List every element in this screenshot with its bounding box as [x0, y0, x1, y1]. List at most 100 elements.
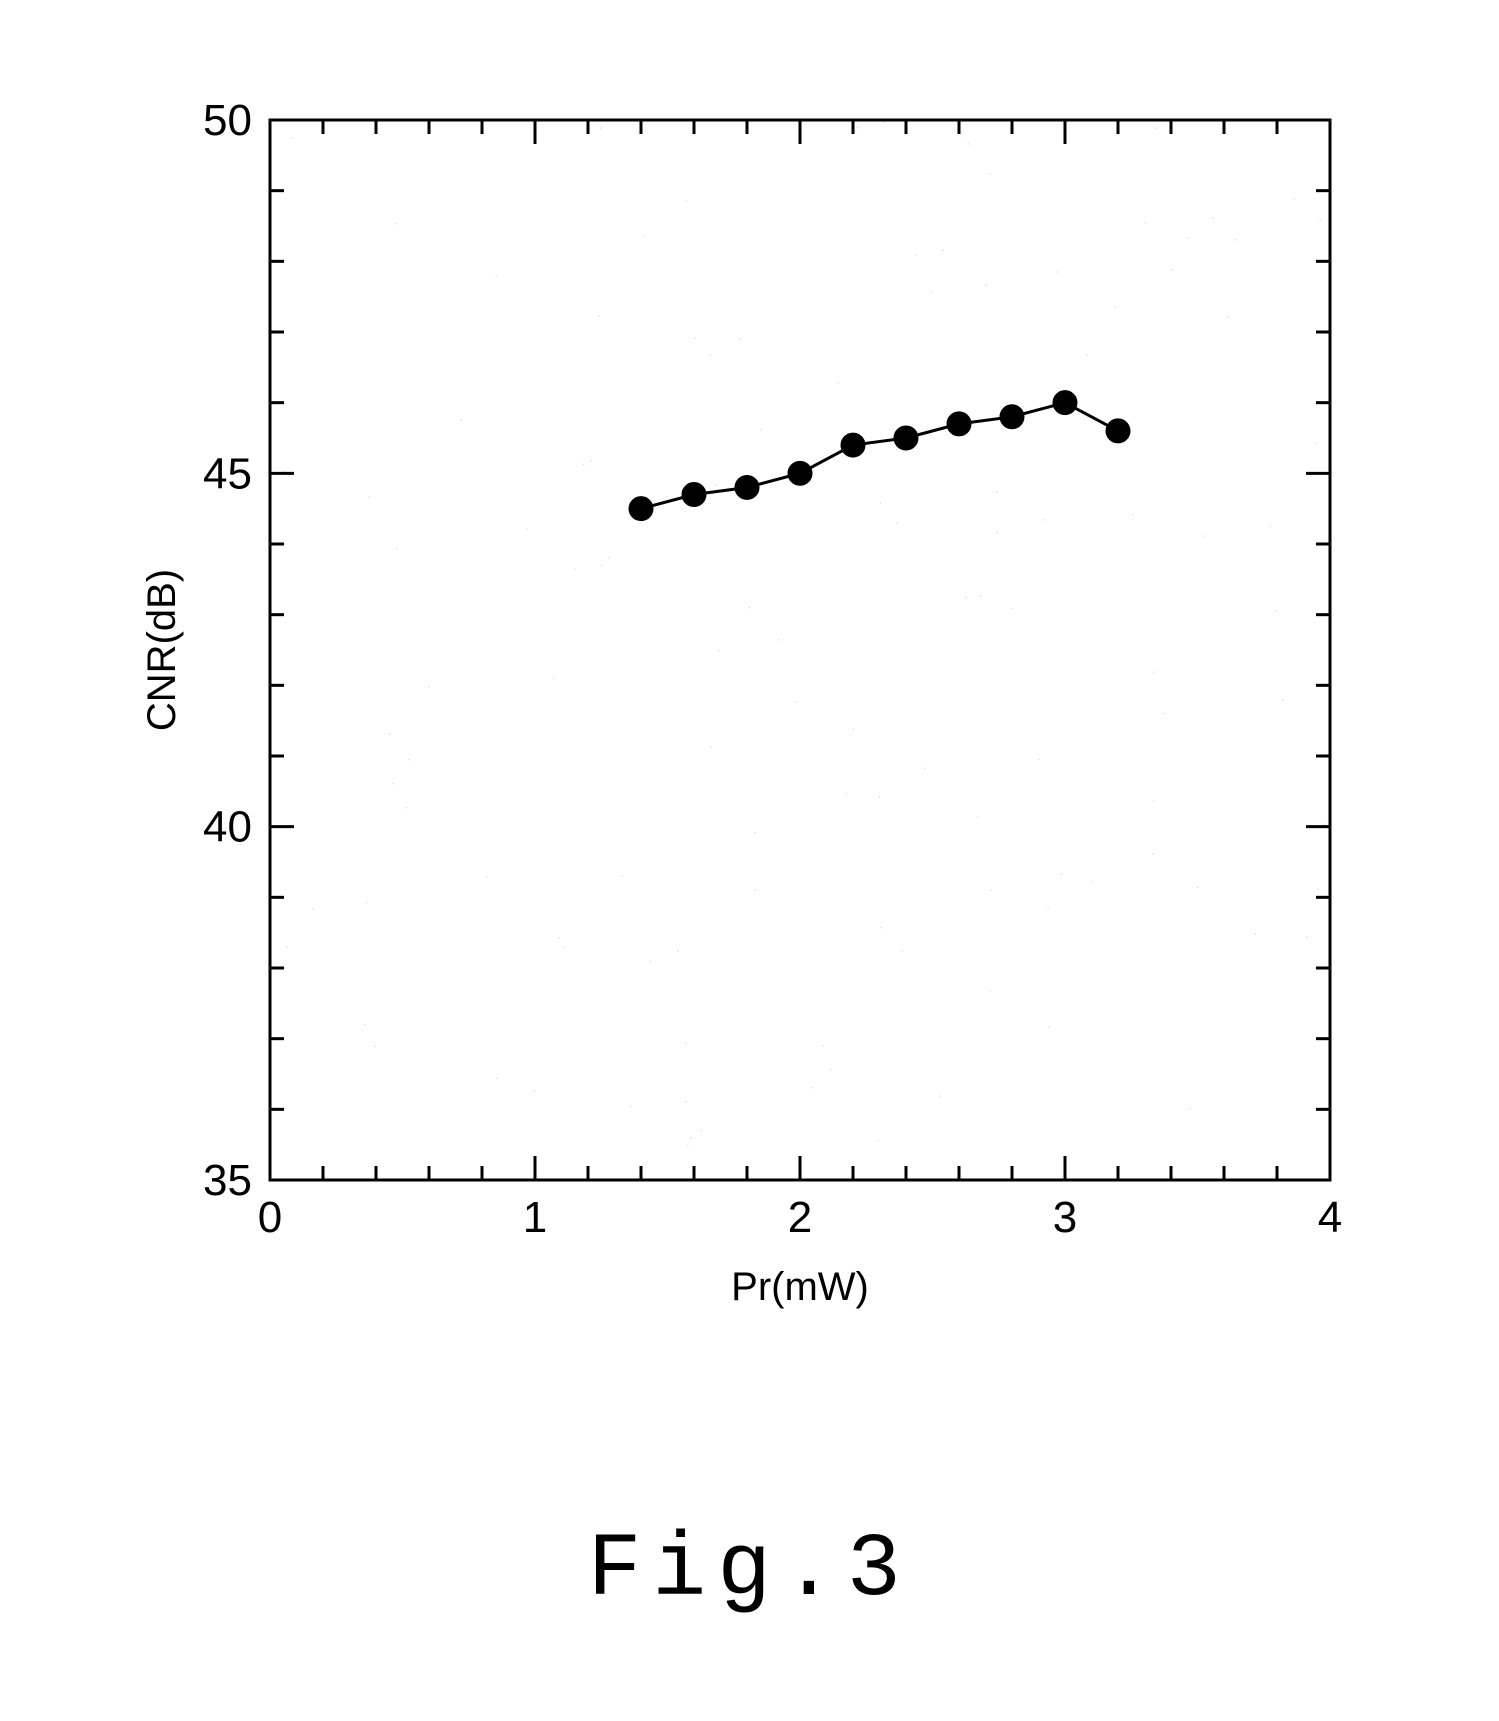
speck: [754, 832, 755, 833]
speck: [965, 597, 966, 598]
speck: [292, 138, 293, 139]
speck: [1317, 889, 1318, 890]
speck: [877, 1140, 878, 1141]
speck: [1255, 933, 1256, 934]
plot-frame: [270, 120, 1330, 1180]
speck: [718, 650, 719, 651]
speck: [996, 532, 997, 533]
speck: [312, 908, 313, 909]
speck: [883, 121, 884, 122]
speck: [915, 254, 916, 255]
speck: [1163, 713, 1164, 714]
speck: [715, 485, 716, 486]
speck: [1282, 700, 1283, 701]
speck: [739, 338, 740, 339]
speck: [685, 200, 686, 201]
speck: [924, 768, 925, 769]
speck: [1315, 443, 1316, 444]
chart-container: 0123435404550Pr(mW)CNR(dB): [120, 80, 1380, 1380]
speck: [760, 429, 761, 430]
speck: [286, 947, 287, 948]
speck: [1306, 937, 1307, 938]
speck: [406, 807, 407, 808]
speck: [778, 639, 779, 640]
x-tick-label: 3: [1053, 1193, 1077, 1242]
speck: [1171, 269, 1172, 270]
speck: [931, 291, 932, 292]
speck: [575, 569, 576, 570]
speck: [583, 464, 584, 465]
speck: [754, 889, 755, 890]
speck: [1152, 854, 1153, 855]
speck: [812, 1087, 813, 1088]
x-axis-label: Pr(mW): [731, 1265, 869, 1309]
speck: [710, 354, 711, 355]
speck: [284, 471, 285, 472]
data-point: [1053, 391, 1077, 415]
speck: [486, 876, 487, 877]
speck: [600, 127, 601, 128]
speck: [1330, 124, 1331, 125]
speck: [694, 337, 695, 338]
speck: [822, 1045, 823, 1046]
speck: [461, 419, 462, 420]
speck: [650, 961, 651, 962]
speck: [666, 496, 667, 497]
speck: [366, 902, 367, 903]
speck: [857, 127, 858, 128]
data-point: [894, 426, 918, 450]
speck: [364, 1024, 365, 1025]
speck: [408, 759, 409, 760]
speck: [1086, 355, 1087, 356]
speck: [553, 678, 554, 679]
speck: [879, 797, 880, 798]
speck: [1320, 219, 1321, 220]
speck: [896, 523, 897, 524]
data-point: [682, 483, 706, 507]
data-point: [947, 412, 971, 436]
speck: [980, 596, 981, 597]
speck: [986, 285, 987, 286]
speck: [685, 1042, 686, 1043]
speck: [902, 950, 903, 951]
speck: [590, 460, 591, 461]
data-point: [788, 461, 812, 485]
speck: [943, 250, 944, 251]
speck: [1187, 237, 1188, 238]
speck: [1044, 519, 1045, 520]
speck: [1190, 1108, 1191, 1109]
speck: [601, 565, 602, 566]
speck: [1235, 239, 1236, 240]
speck: [563, 947, 564, 948]
speck: [996, 491, 997, 492]
speck: [968, 143, 969, 144]
chart-svg: 0123435404550Pr(mW)CNR(dB): [120, 80, 1380, 1380]
speck: [534, 1090, 535, 1091]
speck: [609, 557, 610, 558]
speck: [369, 497, 370, 498]
speck: [846, 793, 847, 794]
y-tick-label: 50: [203, 96, 252, 145]
speck: [598, 315, 599, 316]
speck: [630, 1106, 631, 1107]
speck: [393, 783, 394, 784]
speck: [1270, 526, 1271, 527]
speck: [977, 816, 978, 817]
page: 0123435404550Pr(mW)CNR(dB) Fig.3: [0, 0, 1499, 1721]
speck: [375, 1046, 376, 1047]
speck: [1114, 307, 1115, 308]
speck: [643, 236, 644, 237]
speck: [496, 275, 497, 276]
x-tick-label: 0: [258, 1193, 282, 1242]
speck: [1048, 908, 1049, 909]
speck: [1012, 608, 1013, 609]
data-point: [629, 497, 653, 521]
speck: [881, 927, 882, 928]
x-tick-label: 4: [1318, 1193, 1342, 1242]
x-tick-label: 2: [788, 1193, 812, 1242]
speck: [1038, 759, 1039, 760]
data-point: [841, 433, 865, 457]
speck: [700, 1130, 701, 1131]
speck: [990, 889, 991, 890]
speck: [1276, 610, 1277, 611]
